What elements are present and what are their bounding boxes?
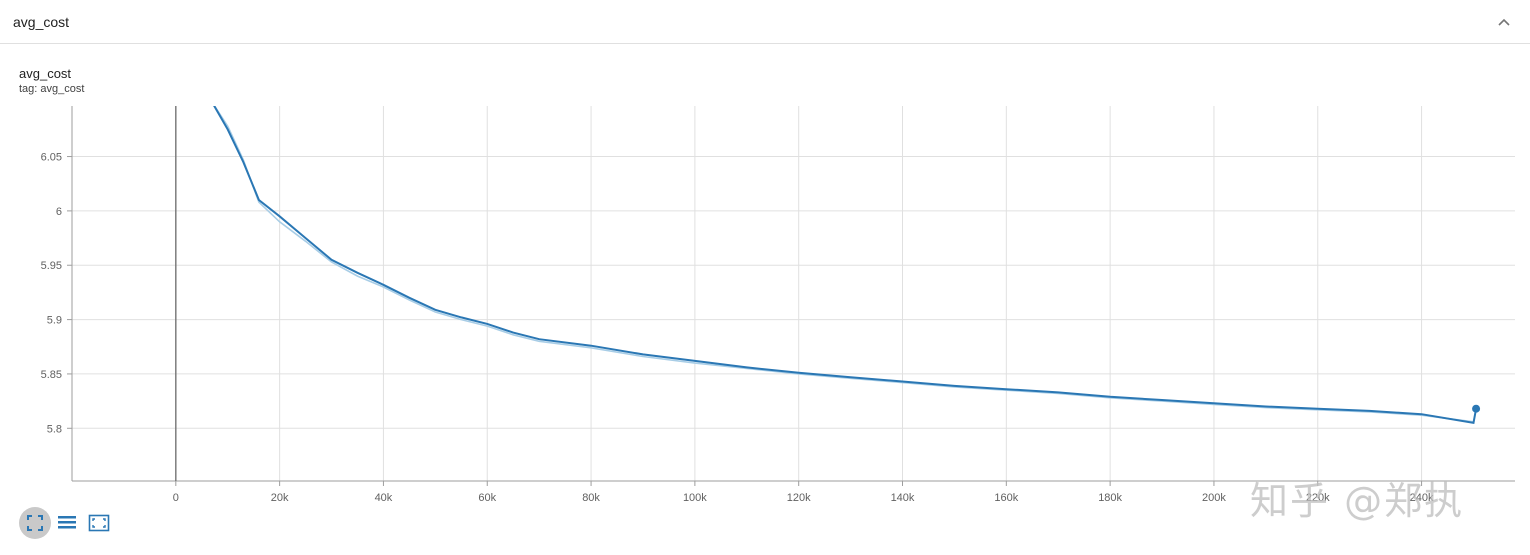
toggle-y-axis-icon [88,514,110,532]
y-tick-label: 5.95 [41,260,62,272]
x-tick-label: 160k [994,492,1018,504]
x-tick-label: 240k [1410,492,1434,504]
x-tick-label: 140k [891,492,915,504]
y-tick-label: 5.85 [41,369,62,381]
x-tick-label: 120k [787,492,811,504]
y-tick-label: 5.8 [47,423,62,435]
last-point-marker [1472,404,1481,413]
chart-toolbar [19,507,115,539]
y-tick-label: 6.05 [41,152,62,164]
fit-to-data-button[interactable] [19,507,51,539]
raw-series-line [213,106,1474,423]
card-header-title: avg_cost [13,14,70,30]
chart-tag: tag: avg_cost [19,83,85,95]
x-tick-label: 20k [271,492,289,504]
card-header: avg_cost [0,0,1530,44]
smoothed-series-line [213,106,1478,424]
watermark: 知乎 @郑执 [1250,479,1465,523]
x-tick-label: 40k [375,492,393,504]
x-tick-label: 80k [582,492,600,504]
x-tick-label: 180k [1098,492,1122,504]
toggle-y-axis-button[interactable] [83,507,115,539]
chevron-up-icon[interactable] [1494,12,1514,32]
fit-to-data-icon [27,515,43,531]
x-tick-label: 200k [1202,492,1226,504]
x-tick-label: 100k [683,492,707,504]
x-tick-label: 220k [1306,492,1330,504]
toggle-log-scale-icon [58,516,76,529]
y-tick-label: 6 [56,206,62,218]
chart-title: avg_cost [19,66,72,81]
x-tick-label: 0 [173,492,179,504]
toggle-log-scale-button[interactable] [51,507,83,539]
y-tick-label: 5.9 [47,315,62,327]
x-tick-label: 60k [478,492,496,504]
